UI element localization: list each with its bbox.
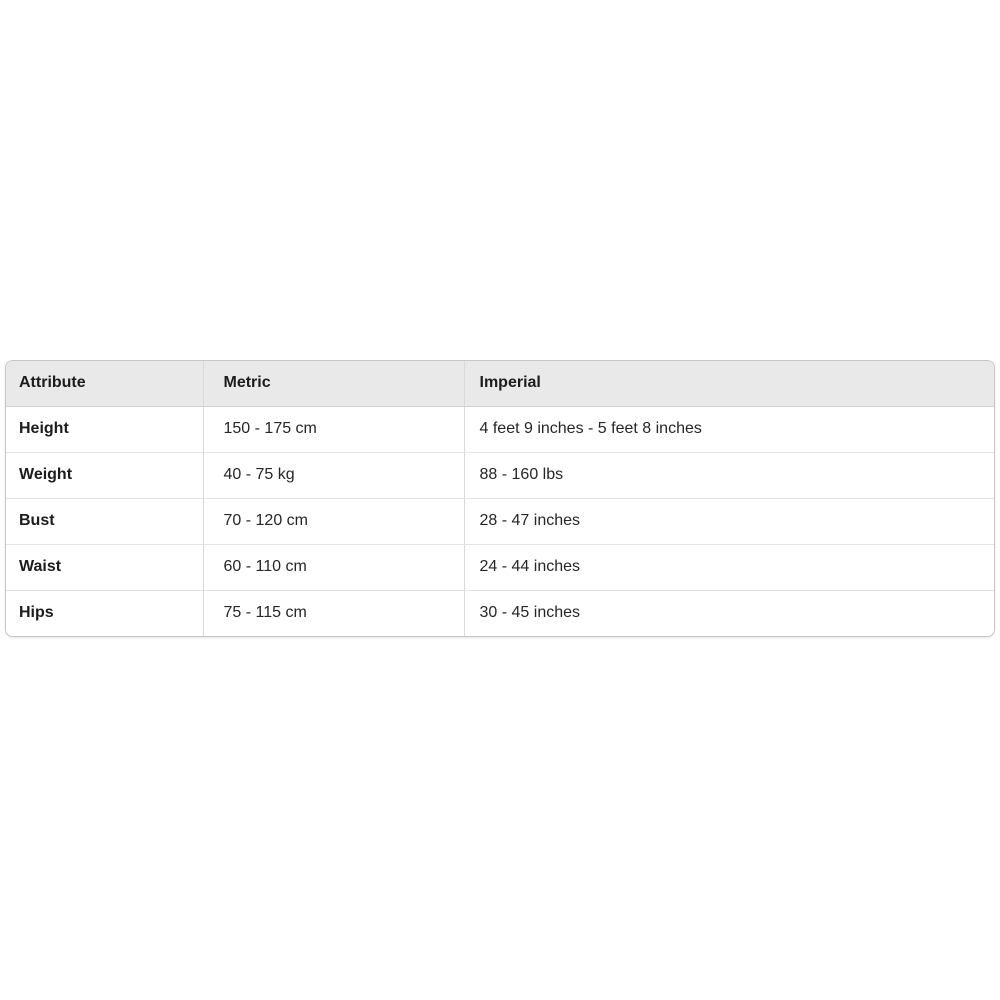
table-row: Hips 75 - 115 cm 30 - 45 inches — [6, 590, 994, 636]
metric-cell: 150 - 175 cm — [203, 406, 465, 453]
imperial-cell: 24 - 44 inches — [464, 544, 994, 591]
size-chart-table: Attribute Metric Imperial Height 150 - 1… — [5, 360, 995, 637]
metric-cell: 60 - 110 cm — [203, 544, 465, 591]
attribute-cell: Waist — [6, 544, 204, 591]
column-header-attribute: Attribute — [6, 361, 204, 407]
table-row: Bust 70 - 120 cm 28 - 47 inches — [6, 498, 994, 545]
header-row: Attribute Metric Imperial — [6, 361, 994, 407]
table-row: Weight 40 - 75 kg 88 - 160 lbs — [6, 452, 994, 499]
imperial-cell: 30 - 45 inches — [464, 590, 994, 636]
metric-cell: 40 - 75 kg — [203, 452, 465, 499]
attribute-cell: Bust — [6, 498, 204, 545]
imperial-cell: 88 - 160 lbs — [464, 452, 994, 499]
attribute-cell: Hips — [6, 590, 204, 636]
attribute-cell: Weight — [6, 452, 204, 499]
table-row: Height 150 - 175 cm 4 feet 9 inches - 5 … — [6, 406, 994, 453]
metric-cell: 70 - 120 cm — [203, 498, 465, 545]
metric-cell: 75 - 115 cm — [203, 590, 465, 636]
column-header-imperial: Imperial — [464, 361, 994, 407]
imperial-cell: 28 - 47 inches — [464, 498, 994, 545]
attribute-cell: Height — [6, 406, 204, 453]
table-body: Height 150 - 175 cm 4 feet 9 inches - 5 … — [6, 406, 994, 636]
size-chart: Attribute Metric Imperial Height 150 - 1… — [6, 361, 994, 636]
column-header-metric: Metric — [203, 361, 465, 407]
table-row: Waist 60 - 110 cm 24 - 44 inches — [6, 544, 994, 591]
table-header: Attribute Metric Imperial — [6, 361, 994, 407]
imperial-cell: 4 feet 9 inches - 5 feet 8 inches — [464, 406, 994, 453]
